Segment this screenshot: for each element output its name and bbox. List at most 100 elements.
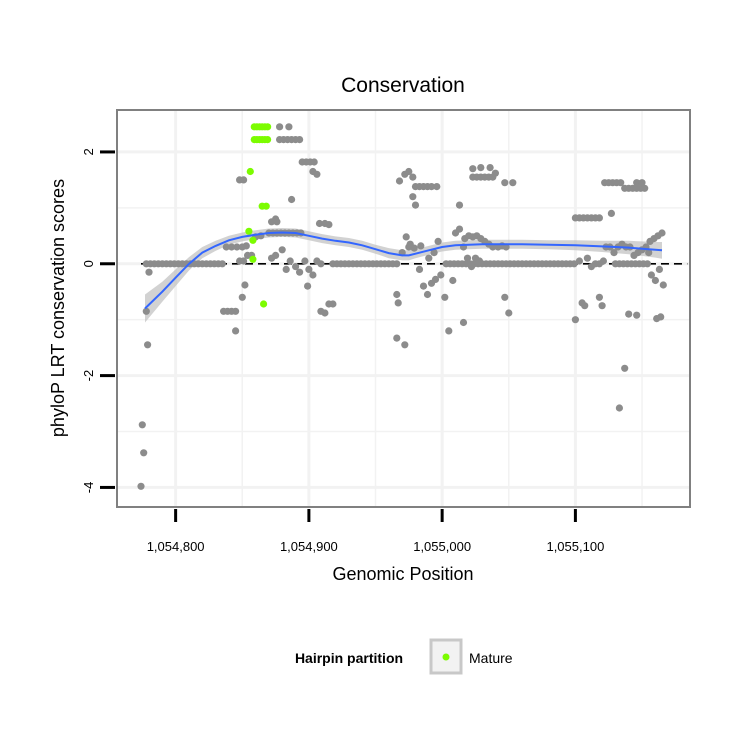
conservation-point [477, 164, 485, 172]
conservation-point [621, 364, 629, 372]
mature-point [246, 167, 254, 176]
conservation-point [505, 309, 513, 317]
conservation-point [292, 263, 300, 271]
conservation-point [509, 179, 517, 187]
conservation-point [599, 257, 608, 265]
x-axis: 1,054,800 1,054,900 1,055,000 1,055,100 [147, 509, 604, 554]
mature-point [260, 300, 268, 308]
conservation-point [475, 257, 484, 265]
legend-title: Hairpin partition [295, 650, 403, 666]
conservation-point [431, 275, 440, 283]
plot-border [116, 109, 691, 508]
conservation-point [393, 290, 401, 299]
mature-point [264, 136, 272, 144]
y-tick-label: 0 [81, 260, 96, 267]
conservation-point [145, 268, 153, 276]
conservation-point [658, 229, 666, 237]
conservation-point [144, 341, 152, 349]
y-tick-label: -2 [81, 370, 96, 382]
conservation-point [242, 242, 250, 250]
x-tick-label: 1,055,000 [413, 539, 471, 554]
conservation-point [647, 271, 656, 279]
conservation-point [393, 260, 401, 268]
conservation-point [329, 300, 337, 308]
conservation-point [607, 209, 616, 217]
conservation-point [425, 254, 433, 262]
x-tick-label: 1,054,800 [147, 539, 205, 554]
smooth-line [144, 231, 663, 310]
conservation-point [455, 201, 464, 209]
conservation-point [405, 167, 413, 176]
conservation-point [238, 293, 246, 301]
conservation-point [240, 257, 248, 265]
scatter-points [137, 123, 667, 490]
conservation-point [469, 165, 477, 173]
conservation-point [395, 177, 404, 185]
x-tick-label: 1,054,900 [280, 539, 338, 554]
conservation-point [449, 276, 457, 285]
legend: Hairpin partition Mature [295, 638, 513, 675]
conservation-point [441, 293, 449, 301]
conservation-point [138, 421, 146, 429]
conservation-point [570, 260, 578, 268]
mature-point [264, 123, 272, 131]
conservation-point [410, 244, 418, 252]
conservation-point [309, 271, 317, 279]
x-axis-label: Genomic Position [332, 564, 473, 584]
conservation-point [232, 327, 240, 335]
conservation-point [486, 164, 494, 172]
conservation-point [501, 293, 509, 301]
conservation-point [581, 302, 589, 310]
conservation-point [301, 257, 309, 265]
conservation-point [595, 214, 604, 222]
y-axis-label: phyloP LRT conservation scores [48, 179, 68, 437]
conservation-point [423, 290, 432, 299]
legend-label-mature: Mature [469, 650, 513, 666]
conservation-point [659, 281, 667, 289]
conservation-point [218, 260, 226, 268]
conservation-point [633, 179, 641, 187]
mature-point [262, 202, 270, 210]
conservation-point [315, 219, 324, 228]
conservation-point [583, 254, 592, 262]
mature-point [249, 255, 257, 263]
conservation-point [625, 310, 633, 318]
conservation-point [321, 309, 329, 317]
conservation-point [641, 184, 649, 192]
conservation-point [571, 316, 580, 324]
conservation-point [317, 260, 325, 268]
conservation-point [595, 293, 604, 301]
y-tick-label: 2 [81, 148, 96, 155]
conservation-point [233, 243, 241, 251]
mature-point [245, 227, 253, 235]
conservation-point [304, 282, 312, 290]
conservation-point [455, 225, 464, 233]
conservation-point [394, 299, 402, 307]
legend-key-mature-point [442, 653, 450, 661]
conservation-point [445, 327, 453, 335]
conservation-point [638, 179, 646, 187]
y-tick-label: -4 [81, 482, 96, 494]
conservation-point [427, 183, 436, 191]
conservation-point [282, 265, 290, 273]
plot-panel [116, 109, 691, 508]
conservation-point [433, 183, 441, 191]
conservation-point [273, 218, 281, 226]
mature-point [249, 236, 257, 244]
conservation-point [296, 136, 304, 144]
conservation-point [285, 123, 293, 131]
conservation-point [276, 123, 284, 131]
conservation-point [434, 237, 442, 245]
conservation-point [140, 449, 148, 457]
conservation-point [467, 263, 476, 271]
conservation-point [615, 404, 624, 412]
smooth-curve [144, 231, 663, 310]
conservation-point [402, 233, 410, 241]
conservation-point [409, 173, 417, 181]
conservation-point [142, 307, 150, 315]
conservation-point [610, 249, 618, 257]
conservation-point [459, 318, 468, 327]
conservation-point [417, 242, 425, 250]
conservation-point [313, 170, 321, 178]
conservation-point [393, 334, 401, 342]
